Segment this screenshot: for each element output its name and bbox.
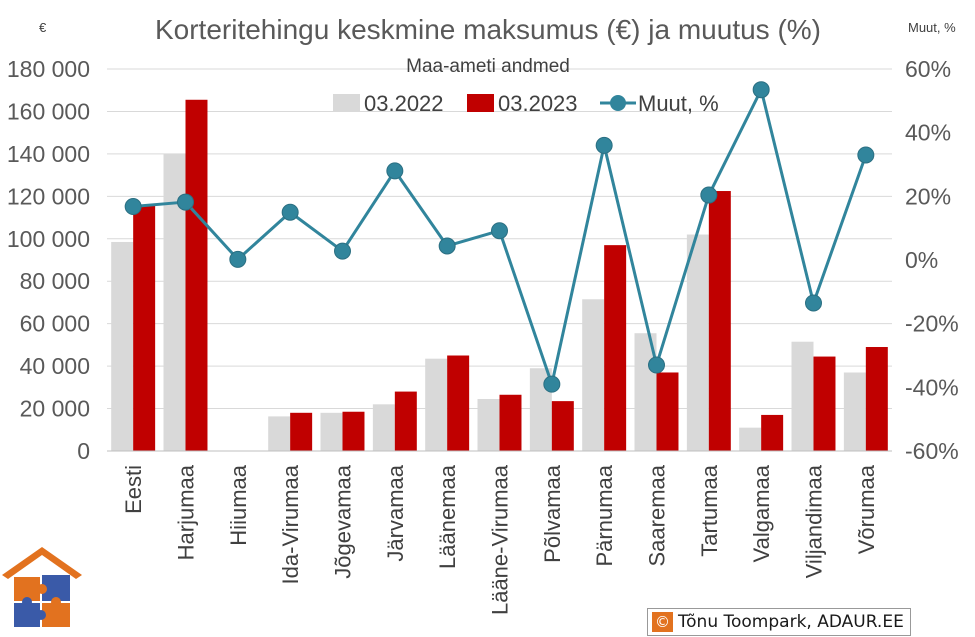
y-left-tick-label: 40 000: [20, 353, 90, 379]
right-axis-unit: Muut, %: [908, 20, 956, 35]
x-category-label: Harjumaa: [174, 464, 199, 560]
x-category-label: Tartumaa: [697, 464, 722, 556]
chart-subtitle: Maa-ameti andmed: [406, 56, 570, 77]
copyright-credit: © Tõnu Toompark, ADAUR.EE: [647, 608, 911, 636]
y-left-tick-label: 160 000: [7, 98, 90, 124]
y-left-tick-label: 120 000: [7, 183, 90, 209]
x-category-label: Võrumaa: [854, 464, 879, 554]
bar-03-2022-3: [268, 416, 291, 451]
bar-03-2022-14: [843, 372, 866, 451]
x-category-label: Lääne-Virumaa: [488, 464, 513, 615]
legend-swatch-2023: [467, 94, 494, 112]
bar-03-2022-7: [477, 399, 500, 451]
bar-03-2023-0: [133, 205, 156, 451]
bar-03-2022-5: [372, 404, 395, 451]
x-category-label: Valgamaa: [749, 464, 774, 562]
y-left-tick-label: 180 000: [7, 56, 90, 82]
y-right-tick-label: -40%: [905, 374, 959, 400]
bar-03-2022-4: [320, 412, 343, 451]
y-left-tick-label: 60 000: [20, 311, 90, 337]
x-category-label: Hiiumaa: [226, 464, 251, 545]
y-right-tick-label: 0%: [905, 247, 938, 273]
bar-03-2022-11: [686, 234, 709, 451]
bars: [111, 99, 888, 452]
bar-03-2023-7: [499, 394, 522, 451]
x-category-label: Eesti: [121, 465, 146, 514]
gridlines: [107, 68, 892, 452]
bar-03-2023-5: [394, 391, 417, 451]
change-line: [124, 81, 875, 393]
bar-03-2023-11: [708, 191, 731, 451]
y-left-tick-label: 80 000: [20, 268, 90, 294]
x-category-label: Jõgevamaa: [331, 464, 356, 579]
legend-swatch-2022: [333, 94, 360, 112]
bar-03-2023-10: [656, 372, 679, 451]
change-point-12: [752, 81, 770, 99]
bar-03-2023-3: [290, 412, 313, 451]
x-category-label: Järvamaa: [383, 464, 408, 561]
legend-label-2023: 03.2023: [498, 91, 578, 116]
left-axis-unit: €: [39, 20, 47, 35]
x-category-label: Läänemaa: [435, 464, 460, 569]
x-category-label: Saaremaa: [645, 464, 670, 566]
y-right-tick-label: 20%: [905, 183, 951, 209]
change-point-1: [177, 193, 194, 211]
y-right-tick-label: -60%: [905, 438, 959, 464]
bar-03-2023-14: [865, 347, 888, 451]
change-point-6: [438, 237, 456, 255]
x-category-label: Põlvamaa: [540, 464, 565, 563]
bar-03-2022-13: [791, 341, 814, 451]
bar-03-2022-6: [425, 358, 448, 451]
bar-03-2022-12: [739, 427, 762, 451]
bar-03-2023-1: [185, 99, 208, 452]
y-right-tick-label: 60%: [905, 56, 951, 82]
copyright-symbol: ©: [652, 612, 673, 632]
bar-03-2022-1: [163, 153, 186, 451]
change-point-0: [124, 198, 142, 216]
x-category-label: Ida-Virumaa: [278, 464, 303, 584]
change-point-9: [595, 136, 613, 154]
change-point-5: [386, 162, 404, 180]
change-point-14: [857, 146, 875, 164]
bar-03-2023-4: [342, 411, 365, 451]
change-point-4: [334, 242, 351, 260]
change-point-13: [805, 294, 822, 312]
bar-03-2022-9: [582, 299, 605, 451]
y-left-tick-label: 20 000: [20, 396, 90, 422]
change-point-11: [700, 186, 718, 204]
y-left-tick-label: 100 000: [7, 226, 90, 252]
y-right-tick-label: 40%: [905, 120, 951, 146]
chart-title: Korteritehingu keskmine maksumus (€) ja …: [155, 14, 821, 45]
bar-03-2022-0: [111, 241, 134, 451]
change-point-2: [229, 250, 247, 268]
bar-03-2023-6: [447, 355, 470, 451]
house-puzzle-logo-icon: [2, 547, 82, 627]
axes: 0 20 000 40 000 60 000 80 000 100 000 120 000 1…: [7, 56, 959, 615]
credit-text: Tõnu Toompark, ADAUR.EE: [678, 612, 904, 632]
bar-03-2023-8: [551, 401, 574, 451]
change-point-8: [543, 375, 561, 393]
y-left-tick-label: 0: [77, 438, 90, 464]
y-right-tick-label: -20%: [905, 311, 959, 337]
x-category-label: Pärnumaa: [592, 464, 617, 566]
change-point-3: [281, 203, 299, 221]
bar-03-2023-9: [604, 245, 627, 451]
x-category-label: Viljandimaa: [802, 464, 827, 578]
change-point-7: [491, 222, 508, 240]
legend-label-2022: 03.2022: [364, 91, 444, 116]
legend-label-change: Muut, %: [638, 91, 719, 116]
bar-03-2023-13: [813, 356, 836, 451]
legend: 03.2022 03.2023 Muut, %: [333, 91, 719, 116]
y-left-tick-label: 140 000: [7, 141, 90, 167]
change-point-10: [648, 356, 665, 374]
legend-marker: [610, 95, 626, 111]
bar-03-2023-12: [761, 414, 784, 451]
